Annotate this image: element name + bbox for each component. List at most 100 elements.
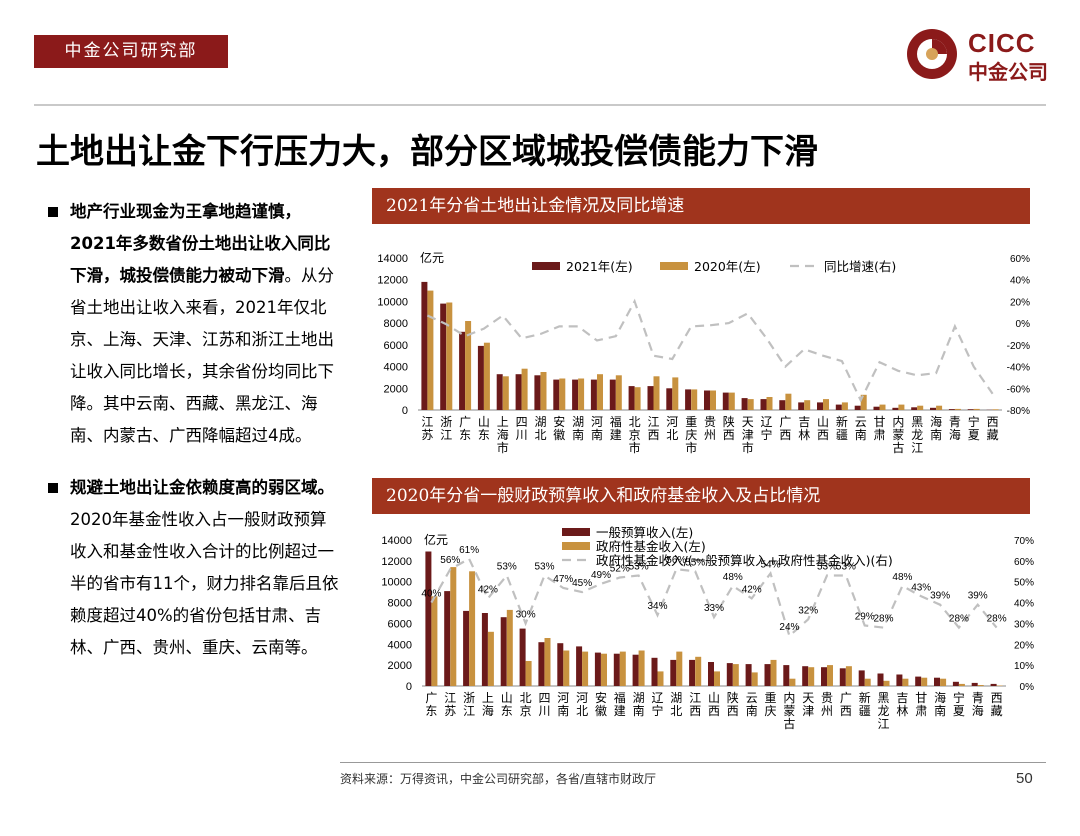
data-label: 47% bbox=[553, 574, 573, 585]
category-label: 山西 bbox=[817, 415, 829, 442]
left-axis-tick-label: 0 bbox=[406, 681, 412, 693]
data-label: 53% bbox=[836, 562, 856, 573]
category-label: 四川 bbox=[516, 415, 528, 442]
ratio-line bbox=[430, 557, 998, 638]
cicc-logo-icon bbox=[907, 29, 957, 79]
bar-series2 bbox=[898, 404, 905, 410]
data-label: 29% bbox=[855, 612, 875, 623]
right-axis-tick-label: 20% bbox=[1010, 297, 1030, 308]
data-label: 43% bbox=[911, 582, 931, 593]
right-axis-tick-label: 0% bbox=[1020, 682, 1035, 693]
logo-text-en: CICC bbox=[968, 28, 1036, 58]
category-label: 云南 bbox=[855, 415, 867, 442]
bar-series1 bbox=[835, 404, 842, 410]
category-label: 重庆 bbox=[764, 691, 776, 718]
left-axis-tick-label: 8000 bbox=[388, 598, 412, 610]
bar-series1 bbox=[576, 646, 583, 686]
bar-series1 bbox=[967, 409, 974, 410]
bar-series1 bbox=[990, 683, 997, 686]
right-axis-tick-label: 10% bbox=[1014, 661, 1034, 672]
left-axis-tick-label: 14000 bbox=[381, 535, 412, 547]
bar-series2 bbox=[785, 393, 792, 410]
category-label: 河北 bbox=[666, 415, 678, 442]
bar-series1 bbox=[704, 390, 710, 410]
bar-series2 bbox=[672, 377, 679, 410]
bar-series1 bbox=[481, 613, 488, 686]
left-axis-tick-label: 0 bbox=[402, 405, 408, 417]
data-label: 42% bbox=[742, 584, 762, 595]
data-label: 56% bbox=[440, 555, 460, 566]
bar-series1 bbox=[628, 386, 635, 410]
bar-series2 bbox=[823, 399, 829, 410]
bar-series2 bbox=[936, 405, 943, 410]
category-label: 安徽 bbox=[595, 690, 607, 718]
left-axis-tick-label: 2000 bbox=[384, 383, 408, 395]
category-label: 广东 bbox=[459, 415, 471, 442]
data-label: 52% bbox=[610, 564, 630, 575]
data-label: 39% bbox=[930, 591, 950, 602]
bar-series1 bbox=[760, 399, 767, 410]
category-label: 甘肃 bbox=[873, 415, 885, 442]
bar-series2 bbox=[563, 650, 570, 686]
category-label: 福建 bbox=[610, 414, 622, 442]
bar-series2 bbox=[789, 678, 796, 686]
bar-series2 bbox=[521, 368, 528, 410]
bar-series1 bbox=[817, 402, 823, 410]
logo-text-cn: 中金公司 bbox=[968, 60, 1048, 84]
bar-series1 bbox=[440, 303, 447, 410]
category-label: 吉林 bbox=[798, 415, 810, 442]
left-axis-tick-label: 12000 bbox=[377, 275, 408, 287]
data-label: 45% bbox=[572, 578, 592, 589]
bar-series1 bbox=[689, 659, 696, 686]
bar-series1 bbox=[666, 388, 673, 410]
legend-label: 政府性基金收入(左) bbox=[596, 539, 706, 554]
unit-label: 亿元 bbox=[424, 532, 448, 547]
bar-series2 bbox=[732, 664, 739, 686]
bar-series2 bbox=[540, 372, 547, 410]
bar-series2 bbox=[954, 408, 961, 410]
bar-series1 bbox=[421, 281, 428, 410]
legend-swatch bbox=[660, 262, 688, 270]
footer-divider bbox=[340, 762, 1046, 763]
left-axis-tick-label: 14000 bbox=[377, 253, 408, 265]
category-label: 贵州 bbox=[704, 415, 716, 442]
legend-swatch bbox=[532, 262, 560, 270]
data-label: 24% bbox=[779, 622, 799, 633]
bar-series1 bbox=[685, 389, 692, 410]
bar-series1 bbox=[821, 667, 827, 686]
bullet-list: 地产行业现金为王拿地趋谨慎，2021年多数省份土地出让收入同比下滑，城投偿债能力… bbox=[48, 196, 340, 684]
data-label: 55% bbox=[685, 557, 705, 568]
bar-series2 bbox=[634, 387, 641, 410]
bar-series1 bbox=[726, 663, 733, 686]
legend-label: 一般预算收入(左) bbox=[596, 525, 693, 540]
category-label: 安徽 bbox=[553, 414, 565, 442]
bullet-square-icon bbox=[48, 207, 58, 217]
bar-series2 bbox=[827, 665, 833, 686]
right-axis-tick-label: -20% bbox=[1007, 341, 1030, 352]
bar-series2 bbox=[487, 631, 494, 686]
bar-series1 bbox=[798, 402, 805, 410]
data-label: 53% bbox=[629, 562, 649, 573]
data-label: 28% bbox=[987, 614, 1007, 625]
bar-series1 bbox=[500, 617, 507, 686]
left-axis-tick-label: 12000 bbox=[381, 556, 412, 568]
bar-series2 bbox=[578, 378, 585, 410]
bullet-square-icon bbox=[48, 483, 58, 493]
category-label: 河南 bbox=[591, 415, 603, 442]
right-axis-tick-label: -40% bbox=[1007, 363, 1030, 374]
category-label: 北京市 bbox=[629, 415, 641, 455]
source-note: 资料来源：万得资讯，中金公司研究部，各省/直辖市财政厅 bbox=[340, 772, 657, 786]
legend-swatch bbox=[562, 542, 590, 550]
slide-title: 土地出让金下行压力大，部分区域城投偿债能力下滑 bbox=[36, 132, 818, 172]
bar-series2 bbox=[695, 656, 702, 686]
chart1-title: 2021年分省土地出让金情况及同比增速 bbox=[372, 188, 1030, 224]
bar-series1 bbox=[877, 673, 884, 686]
right-axis-tick-label: -80% bbox=[1007, 406, 1030, 417]
category-label: 北京 bbox=[520, 691, 532, 718]
bar-series1 bbox=[971, 682, 978, 686]
bar-series1 bbox=[557, 643, 564, 686]
category-label: 山西 bbox=[708, 691, 720, 718]
bullet-item: 规避土地出让金依赖度高的弱区域。 2020年基金性收入占一般财政预算收入和基金性收… bbox=[48, 472, 340, 664]
data-label: 56% bbox=[666, 555, 686, 566]
bar-series1 bbox=[496, 374, 503, 410]
